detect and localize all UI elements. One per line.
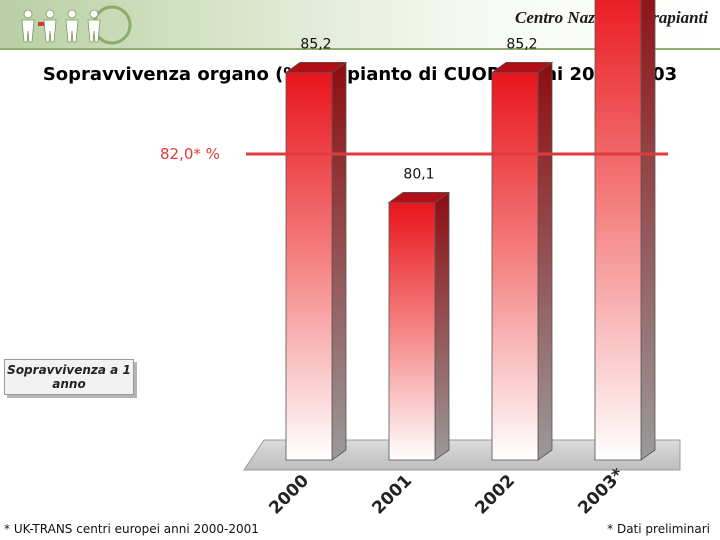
bar-2000	[284, 61, 348, 461]
footnote-left: * UK-TRANS centri europei anni 2000-2001	[4, 522, 259, 536]
bar-front	[285, 72, 333, 461]
footnote-right: * Dati preliminari	[607, 522, 710, 536]
bar-side	[434, 191, 450, 461]
bar-side	[331, 61, 347, 461]
bar-2002	[490, 61, 554, 461]
category-label: 2002	[471, 471, 519, 519]
value-label: 80,1	[403, 166, 434, 182]
bar-front	[491, 72, 539, 461]
reference-line-label: 82,0* %	[160, 145, 220, 163]
legend-box: Sopravvivenza a 1 anno	[4, 359, 134, 395]
category-label: 2003*	[574, 465, 628, 519]
bar-side	[537, 61, 553, 461]
bar-side	[640, 0, 656, 461]
bar-front	[388, 202, 436, 461]
header-divider	[0, 48, 720, 50]
category-label: 2000	[265, 471, 313, 519]
bar-front	[594, 0, 642, 461]
category-label: 2001	[368, 471, 416, 519]
value-label: 85,2	[506, 36, 537, 52]
chart-floor	[243, 439, 681, 471]
people-figures-logo-icon	[21, 5, 132, 45]
value-label: 85,2	[300, 36, 331, 52]
bar-2001	[387, 191, 451, 461]
bar-2003*	[594, 0, 656, 461]
